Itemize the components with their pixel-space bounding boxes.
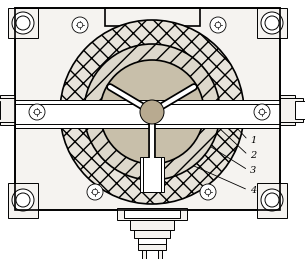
- Circle shape: [92, 189, 98, 195]
- Bar: [8, 183, 38, 218]
- Bar: [15, 100, 280, 128]
- Circle shape: [200, 184, 216, 200]
- Text: 4: 4: [250, 185, 256, 195]
- Bar: [15, 104, 280, 124]
- Bar: [280, 95, 295, 125]
- Bar: [134, 230, 170, 238]
- Circle shape: [100, 60, 204, 164]
- Circle shape: [34, 109, 40, 115]
- Bar: [117, 208, 187, 220]
- Bar: [124, 210, 180, 218]
- Bar: [257, 183, 287, 218]
- Circle shape: [215, 22, 221, 28]
- Bar: [15, 8, 280, 210]
- Circle shape: [60, 20, 244, 204]
- Circle shape: [29, 104, 45, 120]
- Circle shape: [265, 193, 279, 207]
- Bar: [146, 250, 158, 259]
- Circle shape: [205, 189, 211, 195]
- Bar: [257, 8, 287, 38]
- Circle shape: [261, 189, 283, 211]
- Text: 2: 2: [250, 150, 256, 160]
- Bar: [295, 101, 305, 119]
- Circle shape: [261, 12, 283, 34]
- Bar: [138, 238, 166, 250]
- Circle shape: [265, 16, 279, 30]
- Bar: [130, 220, 174, 230]
- Bar: [0, 95, 15, 125]
- Circle shape: [254, 104, 270, 120]
- Circle shape: [259, 109, 265, 115]
- Circle shape: [72, 17, 88, 33]
- Bar: [0, 98, 15, 122]
- Circle shape: [16, 16, 30, 30]
- Bar: [280, 98, 303, 122]
- Circle shape: [12, 12, 34, 34]
- Circle shape: [140, 100, 164, 124]
- Text: 1: 1: [250, 135, 256, 145]
- Bar: [142, 250, 162, 259]
- Circle shape: [84, 44, 220, 180]
- Bar: [105, 8, 200, 26]
- Bar: [138, 238, 166, 244]
- Circle shape: [16, 193, 30, 207]
- Bar: [8, 8, 38, 38]
- Bar: [15, 8, 280, 210]
- Circle shape: [87, 184, 103, 200]
- Bar: [143, 157, 161, 192]
- Circle shape: [12, 189, 34, 211]
- Circle shape: [210, 17, 226, 33]
- Text: 3: 3: [250, 166, 256, 175]
- Bar: [140, 157, 164, 192]
- Circle shape: [77, 22, 83, 28]
